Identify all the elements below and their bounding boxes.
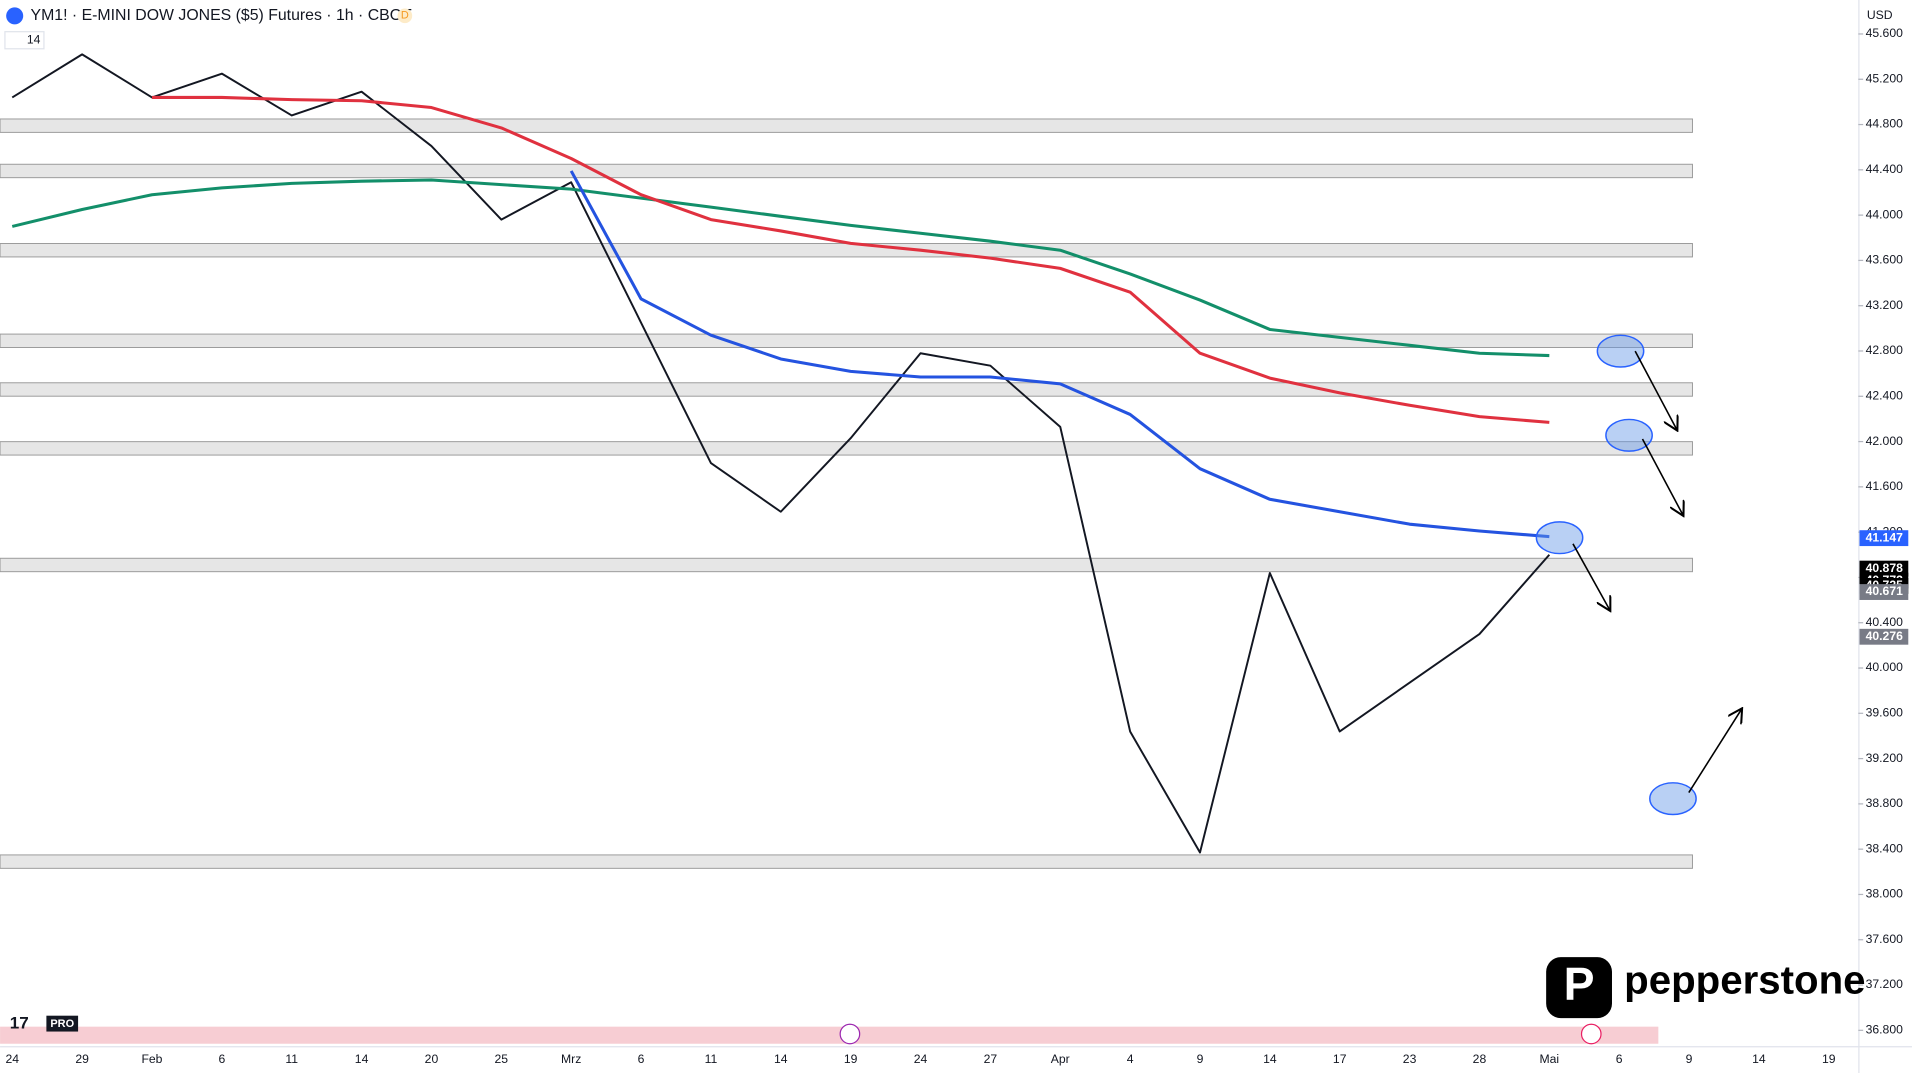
x-tick-label: 14 bbox=[1752, 1052, 1766, 1066]
target-ellipse bbox=[1535, 521, 1584, 555]
brand: pepperstone bbox=[1624, 957, 1865, 1002]
y-tick-label: 37.600 bbox=[1866, 932, 1903, 946]
series-line bbox=[151, 95, 1550, 424]
x-tick-label: 25 bbox=[495, 1052, 509, 1066]
price-label: 40.878 bbox=[1866, 561, 1903, 575]
arrow bbox=[1572, 543, 1610, 610]
target-ellipse bbox=[1596, 334, 1645, 368]
y-tick-label: 42.800 bbox=[1866, 343, 1903, 357]
x-tick-label: Mrz bbox=[561, 1052, 581, 1066]
brand-logo-mark: P bbox=[1564, 958, 1595, 1010]
x-tick-label: 28 bbox=[1473, 1052, 1487, 1066]
pro-badge: PRO bbox=[50, 1018, 74, 1030]
y-tick-label: 44.400 bbox=[1866, 162, 1903, 176]
zone bbox=[0, 557, 1693, 573]
x-tick-label: 27 bbox=[984, 1052, 998, 1066]
y-tick-label: 40.400 bbox=[1866, 615, 1903, 629]
badge-icon bbox=[397, 8, 413, 24]
chart-title: YM1! · E-MINI DOW JONES ($5) Futures · 1… bbox=[31, 7, 413, 24]
session-bar bbox=[0, 1026, 1659, 1044]
brand-logo bbox=[1546, 957, 1612, 1019]
x-tick-label: 9 bbox=[1197, 1052, 1204, 1066]
price-label-box bbox=[1859, 530, 1909, 547]
y-tick-label: 44.800 bbox=[1866, 117, 1903, 131]
series-line bbox=[569, 170, 1550, 539]
x-tick-label: 14 bbox=[1263, 1052, 1277, 1066]
y-tick-label: 42.000 bbox=[1866, 434, 1903, 448]
x-tick-label: 23 bbox=[1403, 1052, 1417, 1066]
y-tick-label: 41.600 bbox=[1866, 479, 1903, 493]
x-tick-label: 9 bbox=[1686, 1052, 1693, 1066]
x-tick-label: Apr bbox=[1051, 1052, 1070, 1066]
x-tick-label: 17 bbox=[1333, 1052, 1347, 1066]
y-tick-label: 39.200 bbox=[1866, 751, 1903, 765]
annotations bbox=[1535, 334, 1697, 816]
y-tick-label: 38.000 bbox=[1866, 887, 1903, 901]
arrow bbox=[1634, 350, 1676, 429]
arrow bbox=[1641, 438, 1682, 515]
series-line bbox=[11, 178, 1550, 358]
price-label-box bbox=[1859, 584, 1909, 600]
pro-box bbox=[46, 1015, 79, 1032]
price-label-box bbox=[1859, 560, 1909, 577]
target-ellipse bbox=[1649, 782, 1697, 816]
series-line bbox=[11, 53, 1551, 854]
y-tick-label: 45.600 bbox=[1866, 26, 1903, 40]
x-tick-label: 11 bbox=[705, 1052, 718, 1066]
x-tick-label: Feb bbox=[141, 1052, 162, 1066]
tv-logo: 17 bbox=[10, 1014, 29, 1033]
zone bbox=[0, 118, 1693, 133]
zone bbox=[0, 163, 1693, 179]
arrow bbox=[1688, 710, 1741, 793]
x-tick-label: 20 bbox=[425, 1052, 439, 1066]
input-value[interactable]: 14 bbox=[27, 32, 41, 46]
zone bbox=[0, 854, 1693, 869]
y-tick-label: 38.400 bbox=[1866, 841, 1903, 855]
y-tick-label: 39.600 bbox=[1866, 706, 1903, 720]
x-tick-label: 11 bbox=[285, 1052, 298, 1066]
y-tick-label: 44.000 bbox=[1866, 207, 1903, 221]
symbol-icon bbox=[6, 7, 24, 25]
price-label-box bbox=[1859, 628, 1909, 645]
zone bbox=[0, 243, 1693, 258]
x-tick-label: 14 bbox=[774, 1052, 788, 1066]
currency-box[interactable] bbox=[1865, 6, 1906, 26]
y-tick-label: 37.200 bbox=[1866, 977, 1903, 991]
x-tick-label: Mai bbox=[1539, 1052, 1559, 1066]
input-box[interactable] bbox=[4, 31, 45, 50]
y-tick-label: 42.400 bbox=[1866, 388, 1903, 402]
price-label: 41.147 bbox=[1866, 530, 1903, 544]
event-icon[interactable] bbox=[1580, 1023, 1602, 1045]
x-tick-label: 24 bbox=[5, 1052, 19, 1066]
x-tick-label: 29 bbox=[75, 1052, 89, 1066]
arrows bbox=[1572, 350, 1741, 793]
x-tick-label: 19 bbox=[1822, 1052, 1836, 1066]
y-tick-label: 43.600 bbox=[1866, 253, 1903, 267]
target-ellipse bbox=[1605, 418, 1653, 452]
x-tick-label: 6 bbox=[1616, 1052, 1623, 1066]
y-tick-label: 45.200 bbox=[1866, 71, 1903, 85]
price-label: 40.276 bbox=[1866, 629, 1903, 643]
currency[interactable]: USD bbox=[1867, 8, 1893, 22]
price-label: 40.671 bbox=[1866, 584, 1903, 598]
y-tick-label: 36.800 bbox=[1866, 1023, 1903, 1037]
x-tick-label: 6 bbox=[638, 1052, 645, 1066]
x-tick-label: 19 bbox=[844, 1052, 858, 1066]
x-tick-label: 14 bbox=[355, 1052, 369, 1066]
y-tick-label: 38.800 bbox=[1866, 796, 1903, 810]
event-icon[interactable] bbox=[839, 1023, 861, 1045]
y-tick-label: 40.000 bbox=[1866, 660, 1903, 674]
badge: D bbox=[401, 10, 409, 22]
y-tick-label: 43.200 bbox=[1866, 298, 1903, 312]
x-tick-label: 6 bbox=[218, 1052, 225, 1066]
zone bbox=[0, 382, 1693, 397]
zone bbox=[0, 333, 1693, 348]
x-tick-label: 4 bbox=[1127, 1052, 1134, 1066]
x-tick-label: 24 bbox=[914, 1052, 928, 1066]
